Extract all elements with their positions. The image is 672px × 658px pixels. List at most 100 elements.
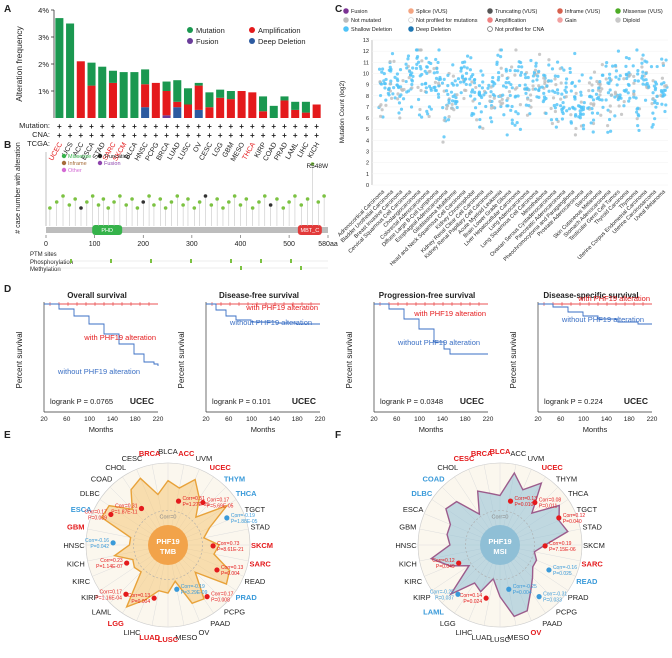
c-y-tick-label: 9 — [366, 83, 369, 89]
c-sample-point — [378, 93, 383, 98]
c-sample-point — [617, 104, 621, 108]
e-cancer-label: THCA — [236, 489, 257, 498]
f-cancer-label: THCA — [568, 489, 588, 498]
e-center-gene: PHF19 — [156, 537, 179, 546]
c-sample-point — [484, 104, 488, 109]
f-sig-point — [455, 591, 461, 597]
e-cancer-label: LIHC — [123, 628, 141, 637]
c-sample-point — [661, 61, 665, 65]
c-sample-point — [605, 61, 609, 65]
b-lollipop-head — [85, 200, 89, 204]
a-cna-mark: + — [314, 131, 319, 140]
b-x-tick-label: 300 — [186, 241, 198, 248]
d-logrank-stat: logrank P = 0.0348 — [380, 397, 443, 406]
e-cancer-label: STAD — [250, 523, 270, 532]
b-lollipop-head — [215, 197, 219, 201]
c-sample-point — [384, 98, 388, 102]
f-zero-ring — [465, 510, 535, 580]
a-mutation-mark: + — [89, 122, 94, 131]
c-sample-point — [529, 105, 533, 109]
a-bar-segment — [259, 111, 268, 118]
a-y-tick-label: 1% — [38, 87, 49, 96]
e-cancer-label: PAAD — [210, 619, 230, 628]
c-sample-point — [581, 112, 585, 116]
a-bar-segment — [194, 109, 203, 118]
e-sig-p: P=0.004 — [221, 571, 240, 577]
c-sample-point — [409, 73, 413, 77]
c-sample-point — [564, 81, 568, 85]
f-cancer-label: SARC — [582, 559, 604, 568]
f-cancer-label: LGG — [440, 619, 456, 628]
c-sample-point — [502, 113, 506, 117]
c-legend-swatch — [557, 8, 563, 14]
d-without-label: without PHF19 alteration — [57, 367, 140, 376]
e-cancer-label: CESC — [122, 454, 143, 463]
c-sample-point — [609, 129, 613, 133]
b-lollipop-head — [163, 206, 168, 210]
a-bar-segment — [130, 72, 139, 118]
c-sample-point — [458, 80, 463, 84]
c-sample-point — [474, 85, 478, 90]
c-sample-point — [433, 80, 438, 85]
a-bar-segment — [280, 96, 289, 101]
c-sample-point — [464, 71, 469, 75]
c-sample-point — [623, 89, 627, 93]
c-sample-point — [380, 108, 384, 112]
c-sample-point — [590, 95, 594, 99]
c-sample-point — [662, 81, 666, 85]
c-sample-point — [450, 102, 454, 107]
c-sample-point — [610, 93, 614, 97]
a-mutation-mark: + — [68, 122, 73, 131]
e-sig-point — [138, 505, 145, 512]
d-cancer-label: UCEC — [460, 396, 484, 406]
c-sample-point — [640, 61, 644, 65]
b-lollipop-head — [192, 206, 197, 210]
a-bar-segment — [108, 70, 117, 83]
e-sig-corr: Corr=0.13 — [221, 565, 244, 571]
c-y-tick-label: 6 — [366, 116, 369, 122]
f-sig-corr: Corr=0.14 — [460, 593, 483, 599]
c-sample-point — [406, 54, 411, 58]
b-ptm-mark — [190, 259, 192, 263]
b-legend-swatch — [61, 167, 67, 173]
c-sample-point — [589, 76, 593, 80]
a-bar-segment — [76, 61, 85, 118]
b-lollipop-head — [141, 200, 146, 204]
c-sample-point — [614, 69, 619, 73]
e-sig-point — [108, 511, 114, 518]
e-zero-ring — [133, 510, 203, 580]
e-sig-corr: Corr=0.31 — [115, 504, 138, 510]
c-sample-point — [515, 120, 519, 125]
b-lollipop-head — [275, 197, 279, 201]
c-sample-point — [573, 133, 578, 137]
e-sig-p: P=5.69E-05 — [207, 504, 234, 510]
a-mutation-mark: + — [271, 122, 276, 131]
c-legend-label: Fusion — [351, 9, 368, 15]
c-sample-point — [497, 75, 501, 79]
c-sample-point — [396, 85, 401, 90]
c-sample-point — [469, 94, 473, 98]
c-sample-point — [445, 104, 450, 108]
c-sample-point — [553, 77, 557, 81]
a-legend-swatch — [187, 27, 193, 33]
f-sig-corr: Corr=0.13 — [515, 496, 538, 502]
b-lollipop-head — [299, 203, 304, 207]
b-domain-mbt — [297, 225, 322, 235]
a-cna-mark: + — [143, 131, 148, 140]
c-sample-point — [524, 103, 528, 107]
b-lollipop-head — [147, 194, 151, 198]
c-sample-point — [459, 91, 463, 95]
a-mutation-mark: + — [111, 122, 116, 131]
c-sample-point — [611, 64, 615, 68]
c-sample-point — [554, 83, 558, 87]
d-curve-without — [538, 303, 652, 325]
c-sample-point — [452, 108, 456, 112]
f-sig-point — [483, 595, 489, 601]
a-bar-segment — [162, 81, 171, 91]
e-cancer-label: LUAD — [139, 633, 160, 642]
b-lollipop-head — [79, 206, 83, 210]
c-sample-point — [505, 133, 509, 137]
a-cna-mark: + — [121, 131, 126, 140]
d-y-axis-label: Percent survival — [15, 331, 24, 388]
c-sample-point — [464, 88, 468, 93]
